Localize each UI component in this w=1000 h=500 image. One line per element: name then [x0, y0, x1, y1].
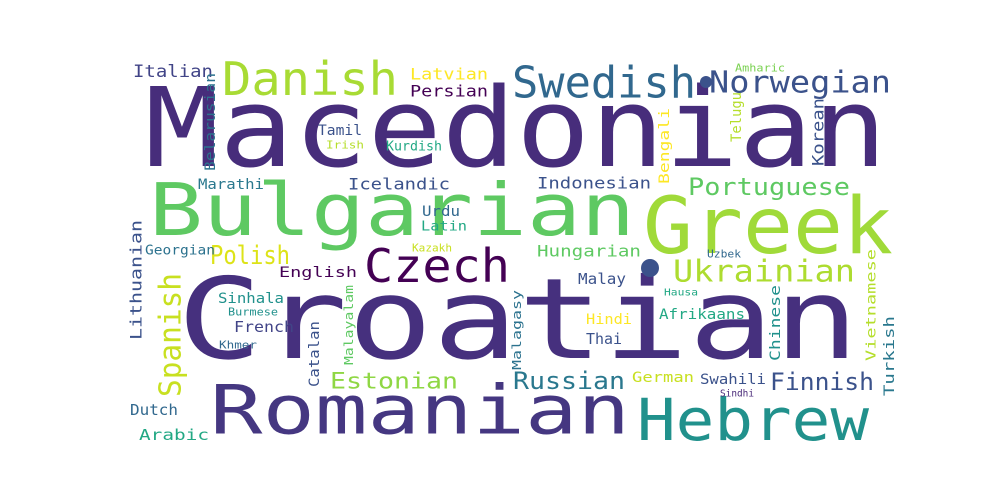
word-turkish: Turkish [882, 316, 898, 396]
word-urdu: Urdu [422, 204, 460, 220]
word-hungarian: Hungarian [537, 242, 641, 261]
word-korean: Korean [809, 98, 828, 166]
word-thai: Thai [586, 330, 622, 348]
word-malayalam: Malayalam [342, 285, 356, 365]
word-hindi: Hindi [586, 312, 632, 328]
word-finnish: Finnish [770, 368, 874, 396]
word-sindhi: Sindhi [720, 389, 754, 400]
word-bulgarian: Bulgarian [149, 168, 635, 252]
word-sinhala: Sinhala [218, 291, 284, 307]
word-hausa: Hausa [664, 288, 698, 299]
word-macedonian: Macedonian [145, 64, 887, 192]
word-french: French [234, 318, 294, 336]
word-greek: Greek [643, 182, 893, 272]
word-spanish: Spanish [154, 273, 189, 397]
word-indonesian: Indonesian [537, 174, 651, 193]
word-uzbek: Uzbek [707, 248, 741, 261]
word-lithuanian: Lithuanian [127, 220, 146, 340]
word-swedish: Swedish [512, 58, 696, 109]
word-ukrainian: Ukrainian [673, 255, 855, 290]
word-chinese: Chinese [768, 285, 784, 361]
word-estonian: Estonian [330, 370, 458, 395]
dot-separator [700, 76, 712, 88]
word-vietnamese: Vietnamese [865, 249, 880, 361]
word-irish: Irish [326, 139, 364, 152]
word-russian: Russian [513, 367, 625, 395]
word-croatian: Croatian [177, 255, 859, 385]
word-hebrew: Hebrew [637, 386, 869, 454]
dot-separator [641, 259, 659, 277]
word-khmer: Khmer [219, 339, 257, 352]
word-amharic: Amharic [735, 62, 785, 75]
word-czech: Czech [364, 239, 510, 293]
word-catalan: Catalan [307, 321, 323, 387]
word-italian: Italian [133, 62, 213, 82]
word-malay: Malay [578, 270, 626, 288]
word-portuguese: Portuguese [688, 173, 850, 201]
word-kazakh: Kazakh [412, 242, 452, 255]
word-georgian: Georgian [145, 244, 215, 259]
word-latvian: Latvian [410, 65, 488, 84]
word-bengali: Bengali [657, 108, 673, 184]
word-swahili: Swahili [700, 372, 766, 388]
word-kurdish: Kurdish [386, 140, 442, 155]
word-norwegian: Norwegian [709, 66, 891, 101]
word-dutch: Dutch [130, 401, 178, 419]
word-english: English [279, 265, 357, 281]
word-german: German [632, 370, 694, 386]
word-danish: Danish [222, 52, 398, 106]
word-marathi: Marathi [198, 177, 264, 193]
word-persian: Persian [410, 82, 488, 101]
word-telugu: Telugu [729, 92, 745, 142]
word-icelandic: Icelandic [348, 175, 450, 194]
word-afrikaans: Afrikaans [659, 307, 745, 323]
word-burmese: Burmese [228, 306, 278, 319]
word-latin: Latin [421, 220, 467, 235]
word-malagasy: Malagasy [510, 290, 524, 370]
word-belarusian: Belarusian [203, 73, 219, 171]
word-arabic: Arabic [139, 426, 209, 444]
word-romanian: Romanian [210, 372, 630, 451]
word-polish: Polish [210, 241, 290, 271]
word-tamil: Tamil [318, 123, 362, 139]
